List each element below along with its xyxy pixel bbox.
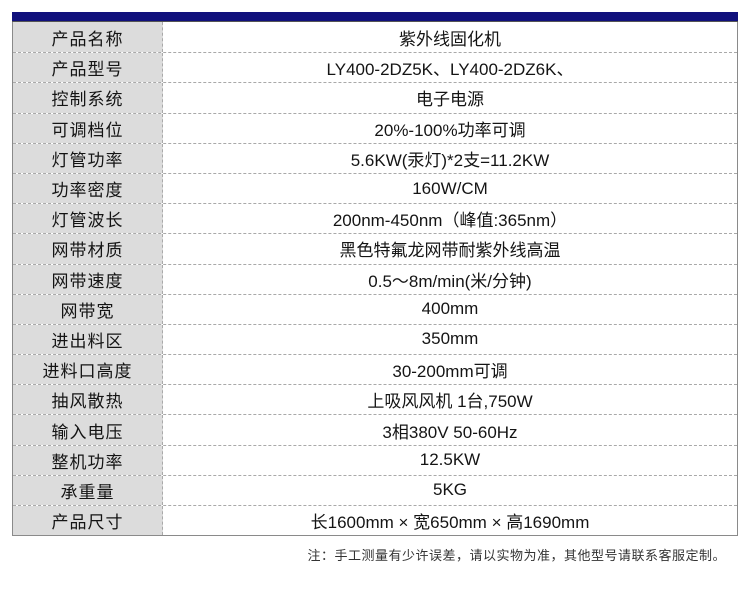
spec-value: 黑色特氟龙网带耐紫外线高温: [339, 241, 561, 261]
spec-value: 上吸风风机 1台,750W: [367, 392, 533, 412]
spec-label: 可调档位: [13, 113, 163, 143]
spec-label: 网带速度: [13, 264, 163, 294]
spec-value: 30-200mm可调: [392, 362, 508, 382]
spec-value: 200nm-450nm（峰值:365nm）: [332, 211, 568, 231]
product-spec-panel: 产品名称 紫外线固化机 产品型号 LY400-2DZ5K、LY400-2DZ6K…: [12, 12, 738, 564]
spec-label: 产品尺寸: [13, 506, 163, 536]
spec-value: 紫外线固化机: [399, 29, 501, 49]
spec-value: 350mm: [421, 329, 479, 349]
table-row: 功率密度 160W/CM: [13, 172, 737, 204]
table-row: 产品型号 LY400-2DZ5K、LY400-2DZ6K、: [13, 52, 737, 83]
spec-label: 整机功率: [13, 445, 163, 475]
spec-label: 网带材质: [13, 234, 163, 264]
table-row: 灯管功率 5.6KW(汞灯)*2支=11.2KW: [13, 142, 737, 173]
spec-value: 3相380V 50-60Hz: [382, 422, 518, 442]
footnote: 注：手工测量有少许误差，请以实物为准，其他型号请联系客服定制。: [307, 548, 726, 564]
table-top-accent-bar: [12, 12, 738, 22]
table-row: 可调档位 20%-100%功率可调: [13, 112, 737, 143]
table-row: 网带速度 0.5～8m/min(米/分钟): [13, 263, 737, 294]
table-row: 整机功率 12.5KW: [13, 444, 737, 475]
spec-value: 5.6KW(汞灯)*2支=11.2KW: [350, 150, 550, 170]
table-row: 进出料区 350mm: [13, 323, 737, 355]
spec-label: 产品名称: [13, 22, 163, 53]
table-row: 进料口高度 30-200mm可调: [13, 354, 737, 385]
spec-label: 控制系统: [13, 83, 163, 113]
table-row: 网带材质 黑色特氟龙网带耐紫外线高温: [13, 233, 737, 264]
spec-label: 抽风散热: [13, 385, 163, 415]
table-row: 产品名称 紫外线固化机: [13, 22, 737, 53]
table-row: 产品尺寸 长1600mm × 宽650mm × 高1690mm: [13, 505, 737, 536]
spec-label: 进出料区: [13, 324, 163, 355]
table-row: 控制系统 电子电源: [13, 82, 737, 113]
spec-label: 产品型号: [13, 53, 163, 83]
table-row: 承重量 5KG: [13, 474, 737, 505]
table-row: 输入电压 3相380V 50-60Hz: [13, 414, 737, 445]
spec-label: 承重量: [13, 475, 163, 505]
spec-label: 输入电压: [13, 415, 163, 445]
table-row: 灯管波长 200nm-450nm（峰值:365nm）: [13, 203, 737, 234]
spec-value: 12.5KW: [419, 450, 481, 470]
table-row: 网带宽 400mm: [13, 293, 737, 324]
spec-label: 灯管功率: [13, 143, 163, 173]
spec-value: LY400-2DZ5K、LY400-2DZ6K、: [326, 60, 574, 80]
spec-value: 160W/CM: [412, 178, 488, 198]
spec-label: 网带宽: [13, 294, 163, 324]
table-row: 抽风散热 上吸风风机 1台,750W: [13, 384, 737, 415]
spec-label: 灯管波长: [13, 204, 163, 234]
spec-label: 进料口高度: [13, 355, 163, 385]
spec-value: 20%-100%功率可调: [374, 120, 526, 140]
spec-label: 功率密度: [13, 173, 163, 204]
spec-value: 5KG: [432, 480, 468, 500]
spec-value: 0.5～8m/min(米/分钟): [368, 271, 532, 291]
spec-value: 电子电源: [416, 90, 484, 110]
spec-value: 长1600mm × 宽650mm × 高1690mm: [310, 513, 590, 533]
spec-value: 400mm: [421, 299, 479, 319]
spec-table: 产品名称 紫外线固化机 产品型号 LY400-2DZ5K、LY400-2DZ6K…: [12, 22, 738, 537]
